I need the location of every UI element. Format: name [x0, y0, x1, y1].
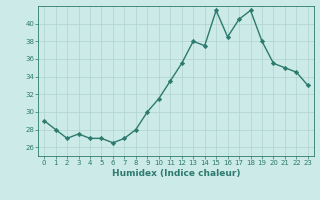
X-axis label: Humidex (Indice chaleur): Humidex (Indice chaleur) — [112, 169, 240, 178]
